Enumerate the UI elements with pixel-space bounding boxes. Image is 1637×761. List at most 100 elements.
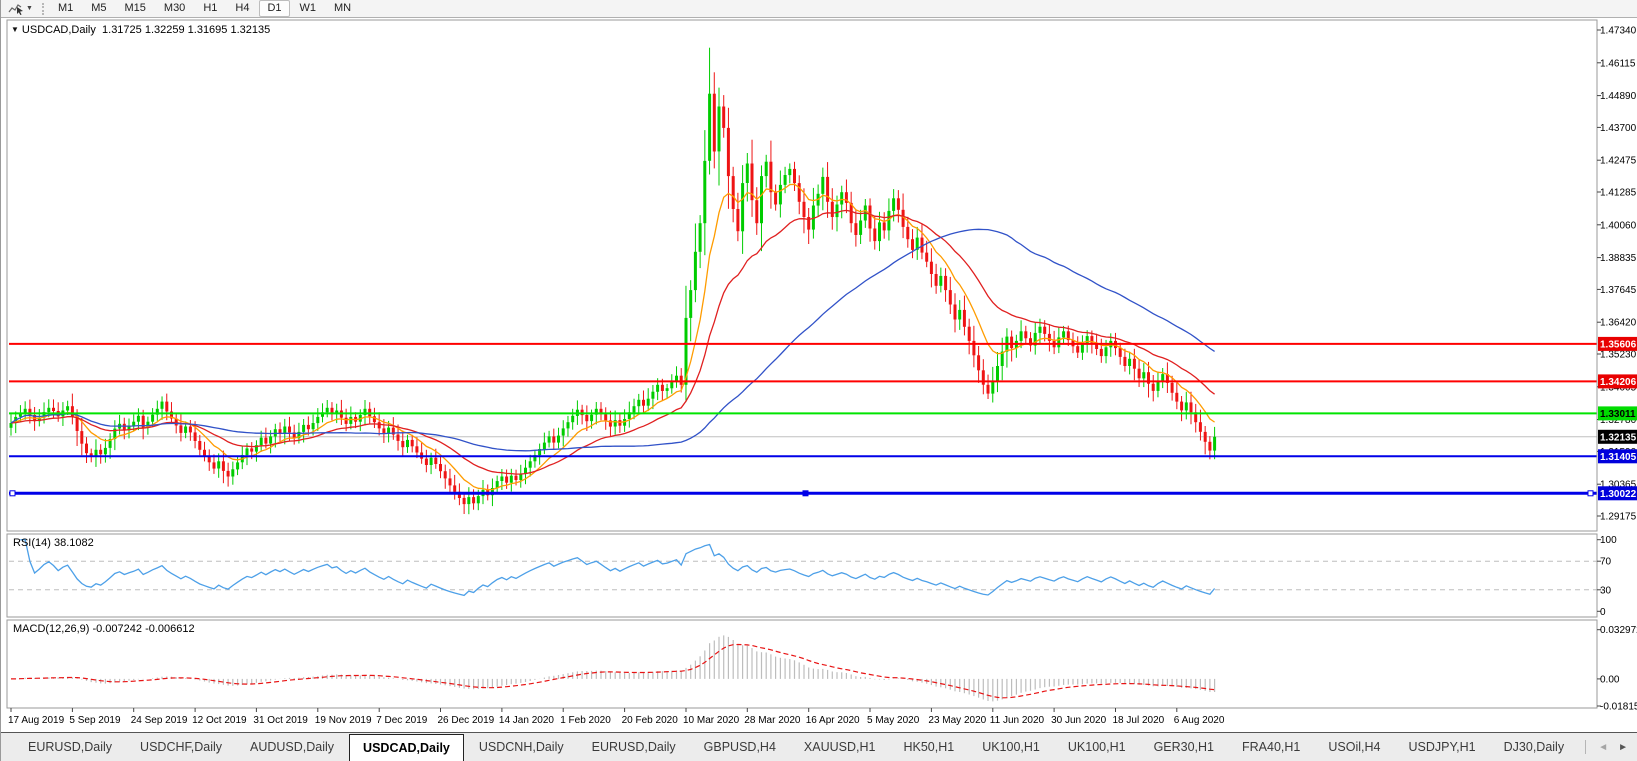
svg-text:30: 30 xyxy=(1600,585,1612,596)
chart-cursor-icon xyxy=(8,3,23,15)
chart-tab-fra40-h1-12[interactable]: FRA40,H1 xyxy=(1242,740,1301,754)
chart-cursor-tool[interactable]: ▼ xyxy=(5,1,36,17)
chart-tab-usdcad-daily-3[interactable]: USDCAD,Daily xyxy=(349,734,464,761)
chart-tab-hk50-h1-8[interactable]: HK50,H1 xyxy=(903,740,955,754)
chart-symbol-period: USDCAD,Daily xyxy=(21,24,96,36)
ma-fast-line xyxy=(10,183,1215,491)
chart-tab-uk100-h1-10[interactable]: UK100,H1 xyxy=(1067,740,1126,754)
svg-text:1.32135: 1.32135 xyxy=(1600,432,1637,443)
tab-scroll-right-icon[interactable]: ► xyxy=(1618,741,1628,753)
chart-tabs: EURUSD,Daily USDCHF,Daily AUDUSD,Daily USDC… xyxy=(1,733,1581,761)
chart-tab-uk100-h1-9[interactable]: UK100,H1 xyxy=(982,740,1040,754)
timeframe-button-m1[interactable]: M1 xyxy=(57,2,74,14)
timeframe-button-h1[interactable]: H1 xyxy=(203,2,218,14)
chart-title: ▼ USDCAD,Daily 1.31725 1.32259 1.31695 1.… xyxy=(11,24,270,36)
tab-scroll-left-icon[interactable]: ◄ xyxy=(1598,741,1609,753)
svg-text:18 Jul 2020: 18 Jul 2020 xyxy=(1113,715,1165,726)
macd-indicator-label: MACD(12,26,9) -0.007242 -0.006612 xyxy=(13,623,195,635)
chart-tab-usdjpy-h1-14[interactable]: USDJPY,H1 xyxy=(1408,740,1476,754)
svg-text:1.47340: 1.47340 xyxy=(1600,26,1637,37)
timeframe-button-w1[interactable]: W1 xyxy=(299,2,317,14)
svg-text:10 Mar 2020: 10 Mar 2020 xyxy=(683,715,740,726)
chart-tab-usoil-h4-13[interactable]: USOil,H4 xyxy=(1328,740,1381,754)
chart-tab-ger30-h1-11[interactable]: GER30,H1 xyxy=(1153,740,1215,754)
svg-text:1.35606: 1.35606 xyxy=(1600,339,1637,350)
chart-tab-usdchf-daily-1[interactable]: USDCHF,Daily xyxy=(140,740,222,754)
timeframe-buttons: M1 M5 M15 M30 H1 H4 D1 W1 MN xyxy=(49,0,360,17)
chevron-down-icon: ▼ xyxy=(26,5,33,12)
hline-handle[interactable] xyxy=(802,490,809,497)
svg-text:1.37645: 1.37645 xyxy=(1600,285,1637,296)
svg-text:0.032972: 0.032972 xyxy=(1600,625,1637,636)
svg-text:5 May 2020: 5 May 2020 xyxy=(867,715,920,726)
hline-price-tag-1.35606[interactable]: 1.35606 xyxy=(1598,336,1637,351)
chart-tab-usdcnh-daily-4[interactable]: USDCNH,Daily xyxy=(478,740,564,754)
svg-text:1.40060: 1.40060 xyxy=(1600,220,1637,231)
price-axis[interactable]: 1.47340 1.46115 1.44890 1.43700 1.42475 1.412… xyxy=(1597,26,1637,523)
svg-text:1.41285: 1.41285 xyxy=(1600,188,1637,199)
macd-signal-line xyxy=(11,643,1215,699)
svg-text:-0.018154: -0.018154 xyxy=(1600,702,1637,713)
svg-text:1.34206: 1.34206 xyxy=(1600,377,1637,388)
chart-tab-eurusd-daily-0[interactable]: EURUSD,Daily xyxy=(28,740,113,754)
svg-text:1.44890: 1.44890 xyxy=(1600,91,1637,102)
candles xyxy=(9,47,1217,515)
svg-text:0.00: 0.00 xyxy=(1600,674,1620,685)
chart-tab-gbpusd-h4-6[interactable]: GBPUSD,H4 xyxy=(703,740,776,754)
svg-text:1.33011: 1.33011 xyxy=(1600,409,1636,420)
svg-text:1.29175: 1.29175 xyxy=(1600,512,1637,523)
chart-tab-dj30-daily-15[interactable]: DJ30,Daily xyxy=(1503,740,1565,754)
hline-handle[interactable] xyxy=(9,490,16,497)
chart-tab-bar: EURUSD,Daily USDCHF,Daily AUDUSD,Daily USDC… xyxy=(1,732,1637,761)
rsi-indicator-label: RSI(14) 38.1082 xyxy=(13,537,94,549)
svg-text:19 Nov 2019: 19 Nov 2019 xyxy=(315,715,372,726)
svg-text:23 May 2020: 23 May 2020 xyxy=(928,715,986,726)
svg-text:1.46115: 1.46115 xyxy=(1600,58,1636,69)
time-axis[interactable]: 17 Aug 2019 5 Sep 2019 24 Sep 2019 12 Oct 2… xyxy=(8,708,1225,726)
chart-canvas[interactable]: 1.47340 1.46115 1.44890 1.43700 1.42475 1.412… xyxy=(1,18,1637,732)
bid-price-tag: 1.32135 xyxy=(1598,429,1637,444)
ma-medium-line xyxy=(10,209,1215,475)
ma-slow-line xyxy=(10,228,1215,452)
svg-text:1.42475: 1.42475 xyxy=(1600,156,1637,167)
hline-price-tag-1.33011[interactable]: 1.33011 xyxy=(1598,406,1637,421)
timeframe-button-m15[interactable]: M15 xyxy=(124,2,146,14)
macd-axis: 0.032972 0.00 -0.018154 xyxy=(1597,625,1637,713)
chart-tab-xauusd-h1-7[interactable]: XAUUSD,H1 xyxy=(803,740,876,754)
timeframe-button-d1[interactable]: D1 xyxy=(259,0,290,17)
timeframe-button-m30[interactable]: M30 xyxy=(163,2,186,14)
svg-text:12 Oct 2019: 12 Oct 2019 xyxy=(192,715,247,726)
svg-text:1 Feb 2020: 1 Feb 2020 xyxy=(560,715,611,726)
hline-price-tag-1.30022[interactable]: 1.30022 xyxy=(1598,486,1637,501)
timeframe-toolbar: ▼ M1 M5 M15 M30 H1 H4 D1 W1 MN xyxy=(1,0,1637,18)
chart-dropdown-icon[interactable]: ▼ xyxy=(11,25,19,34)
tab-scroll-controls: ◄ ► xyxy=(1581,733,1637,761)
svg-text:14 Jan 2020: 14 Jan 2020 xyxy=(499,715,554,726)
tab-separator xyxy=(1585,740,1587,754)
svg-text:5 Sep 2019: 5 Sep 2019 xyxy=(69,715,121,726)
svg-text:1.30365: 1.30365 xyxy=(1600,480,1637,491)
svg-text:31 Oct 2019: 31 Oct 2019 xyxy=(253,715,308,726)
svg-text:70: 70 xyxy=(1600,557,1612,568)
hline-price-tag-1.31405[interactable]: 1.31405 xyxy=(1598,449,1637,464)
svg-text:30 Jun 2020: 30 Jun 2020 xyxy=(1051,715,1106,726)
timeframe-button-m5[interactable]: M5 xyxy=(91,2,107,14)
svg-text:100: 100 xyxy=(1600,535,1617,546)
svg-text:16 Apr 2020: 16 Apr 2020 xyxy=(806,715,860,726)
svg-text:1.38835: 1.38835 xyxy=(1600,253,1637,264)
rsi-axis: 100 70 30 0 xyxy=(1597,535,1617,618)
svg-text:26 Dec 2019: 26 Dec 2019 xyxy=(438,715,495,726)
hline-price-tag-1.34206[interactable]: 1.34206 xyxy=(1598,374,1637,389)
timeframe-button-mn[interactable]: MN xyxy=(334,2,352,14)
chart-tab-audusd-daily-2[interactable]: AUDUSD,Daily xyxy=(250,740,335,754)
svg-text:1.43700: 1.43700 xyxy=(1600,123,1637,134)
toolbar-grip xyxy=(41,2,44,15)
timeframe-button-h4[interactable]: H4 xyxy=(235,2,250,14)
svg-text:20 Feb 2020: 20 Feb 2020 xyxy=(622,715,679,726)
chart-tab-eurusd-daily-5[interactable]: EURUSD,Daily xyxy=(591,740,676,754)
hline-handle[interactable] xyxy=(1587,490,1594,497)
svg-text:28 Mar 2020: 28 Mar 2020 xyxy=(744,715,801,726)
svg-text:17 Aug 2019: 17 Aug 2019 xyxy=(8,715,65,726)
svg-text:6 Aug 2020: 6 Aug 2020 xyxy=(1174,715,1225,726)
